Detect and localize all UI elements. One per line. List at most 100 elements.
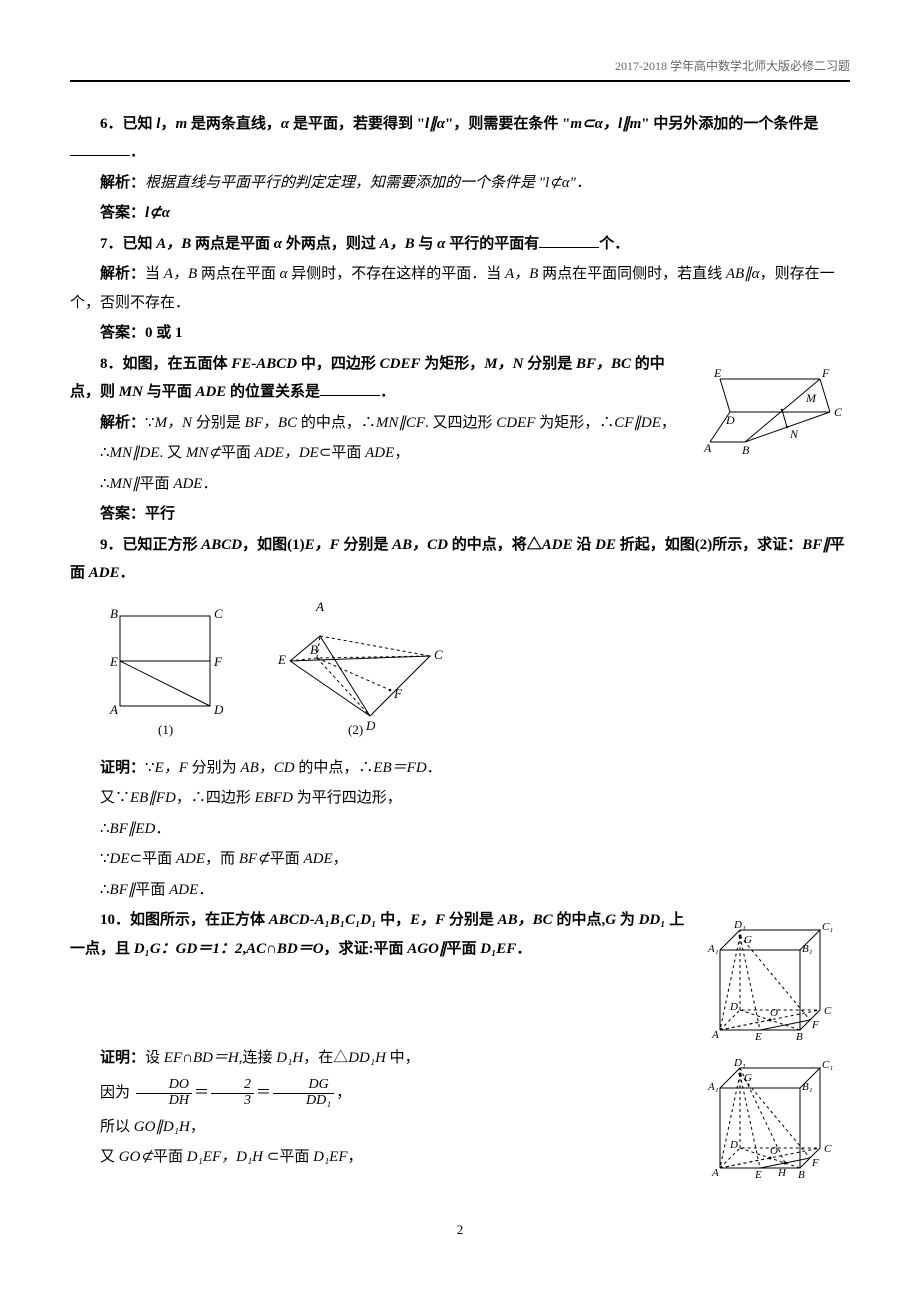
text: 当 <box>145 266 164 282</box>
svg-text:A: A <box>711 1029 719 1040</box>
pts: A，B <box>380 236 415 252</box>
expr: AC∩BD＝O <box>246 941 323 957</box>
text: ⊂平面 <box>319 445 365 461</box>
plane: ADE <box>89 565 120 581</box>
text: 两点是平面 <box>191 236 274 252</box>
text: ． <box>516 941 531 957</box>
q9-proof-1: 证明：∵E，F 分别为 AB，CD 的中点，∴EB＝FD． <box>70 754 850 783</box>
text: 是两条直线， <box>187 116 281 132</box>
text: 因为 <box>100 1085 130 1101</box>
pts: E，F <box>155 760 188 776</box>
tri: DD₁H <box>348 1050 386 1066</box>
text: 与 <box>415 236 438 252</box>
text: ∵ <box>145 415 155 431</box>
svg-text:B₁: B₁ <box>802 943 813 955</box>
text: 分别是 <box>340 537 393 553</box>
text: ∵ <box>145 760 155 776</box>
svg-text:B: B <box>796 1031 803 1040</box>
text: 分别是 <box>523 356 576 372</box>
text: 设 <box>145 1050 164 1066</box>
svg-text:D: D <box>725 413 735 427</box>
text: ⊂平面 <box>130 851 176 867</box>
text: 与平面 <box>143 384 196 400</box>
text: 又∵ <box>100 790 130 806</box>
q10-figure-2: D₁ C₁ A₁ B₁ G D C O A E H B F <box>700 1048 850 1178</box>
text: 中， <box>376 912 410 928</box>
svg-text:F: F <box>213 654 223 669</box>
pts: A，B <box>505 266 538 282</box>
text: ，如图(1) <box>242 537 305 553</box>
expr: MN⊄ <box>186 445 221 461</box>
text: ， <box>160 116 175 132</box>
q7-answer: 答案：0 或 1 <box>70 319 850 348</box>
proof-label: 证明： <box>100 1050 145 1066</box>
svg-text:B: B <box>110 606 118 621</box>
answer-text: 0 或 1 <box>145 325 183 341</box>
running-header: 2017-2018 学年高中数学北师大版必修二习题 <box>70 55 850 80</box>
var-alpha: α <box>280 266 288 282</box>
expr: MN∥DE <box>110 445 160 461</box>
text: 的中点，∴ <box>297 415 376 431</box>
expr: m⊂α，l∥ <box>570 116 629 132</box>
text: 9．已知正方形 <box>100 537 201 553</box>
svg-text:O: O <box>770 1007 778 1019</box>
expr: AB∥α <box>726 266 760 282</box>
analysis-label: 解析： <box>100 266 145 282</box>
svg-text:C: C <box>434 647 443 662</box>
answer-label: 答案： <box>100 205 145 221</box>
svg-text:E: E <box>754 1169 762 1178</box>
svg-text:E: E <box>713 366 722 380</box>
text: 折起，如图(2)所示，求证： <box>616 537 802 553</box>
page-number: 2 <box>70 1218 850 1243</box>
analysis-label: 解析： <box>100 175 145 191</box>
text: ，∴四边形 <box>176 790 255 806</box>
text: ． <box>198 882 213 898</box>
text: 8．如图，在五面体 <box>100 356 231 372</box>
quad: ABCD <box>201 537 242 553</box>
analysis-label: 解析： <box>100 415 145 431</box>
expr: EB∥FD <box>130 790 176 806</box>
answer-text: 平行 <box>145 506 175 522</box>
plane: ADE <box>195 384 226 400</box>
eq: ＝ <box>194 1085 209 1101</box>
text: ⊂平面 <box>263 1149 313 1165</box>
text: 为平行四边形， <box>293 790 402 806</box>
segs: AB，CD <box>392 537 448 553</box>
q9-proof-4: ∵DE⊂平面 ADE，而 BF⊄平面 ADE， <box>70 845 850 874</box>
ratio: D₁G：GD＝1：2 <box>134 941 243 957</box>
expr: BF⊄ <box>239 851 270 867</box>
expr: BF∥ <box>802 537 830 553</box>
eq: ＝ <box>256 1085 271 1101</box>
text: 又 <box>100 1149 119 1165</box>
page: 2017-2018 学年高中数学北师大版必修二习题 6．已知 l，m 是两条直线… <box>0 0 920 1283</box>
seg: DE <box>110 851 130 867</box>
text: ，求证:平面 <box>324 941 408 957</box>
pts: E，F <box>305 537 340 553</box>
text: ， <box>347 1149 362 1165</box>
blank <box>539 233 599 248</box>
text: ， <box>394 445 409 461</box>
text: 为 <box>616 912 639 928</box>
expr: AGO∥ <box>407 941 446 957</box>
text: 是平面，若要得到 " <box>289 116 425 132</box>
text: 的中点，∴ <box>295 760 374 776</box>
fraction: 23 <box>211 1078 254 1108</box>
q6-answer: 答案：l⊄α <box>70 199 850 228</box>
text: ． <box>380 384 395 400</box>
svg-text:A₁: A₁ <box>707 943 719 955</box>
text: 外两点，则过 <box>282 236 380 252</box>
svg-text:G: G <box>744 1072 752 1084</box>
text: ，而 <box>205 851 239 867</box>
seg: MN <box>119 384 143 400</box>
svg-text:E: E <box>754 1031 762 1040</box>
text: ， <box>190 1119 205 1135</box>
svg-text:A: A <box>703 441 712 455</box>
text: 平面 <box>221 445 255 461</box>
q9-proof-2: 又∵EB∥FD，∴四边形 EBFD 为平行四边形， <box>70 784 850 813</box>
seg: DD₁ <box>639 912 666 928</box>
text: ， <box>661 415 676 431</box>
pt: G <box>605 912 616 928</box>
svg-text:D: D <box>365 718 376 733</box>
expr: MN∥ <box>110 476 140 492</box>
text: 沿 <box>573 537 596 553</box>
